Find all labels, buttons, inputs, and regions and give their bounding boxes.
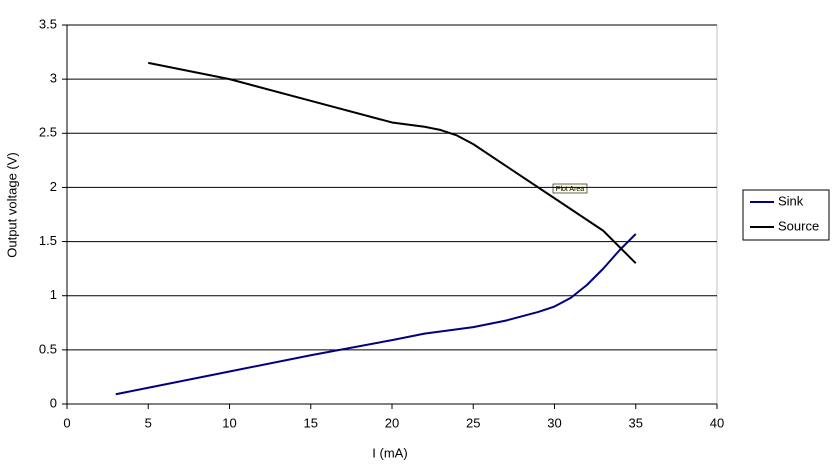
x-tick-label: 15 <box>304 415 318 430</box>
x-tick-label: 5 <box>145 415 152 430</box>
x-tick-label: 30 <box>547 415 561 430</box>
legend <box>742 189 830 241</box>
tooltip: Plot Area <box>552 183 588 194</box>
y-axis-label: Output voltage (V) <box>4 152 19 258</box>
x-tick-label: 40 <box>710 415 724 430</box>
y-tick-label: 2.5 <box>39 125 57 140</box>
y-tick-label: 0.5 <box>39 341 57 356</box>
x-tick-label: 35 <box>629 415 643 430</box>
y-tick-label: 3 <box>50 71 57 86</box>
series-line <box>148 61 637 264</box>
x-axis-label: I (mA) <box>372 445 407 460</box>
x-tick-label: 10 <box>222 415 236 430</box>
x-tick-label: 20 <box>385 415 399 430</box>
y-tick-label: 0 <box>50 395 57 410</box>
x-tick-label: 0 <box>63 415 70 430</box>
tooltip-text: Plot Area <box>556 186 585 193</box>
legend-label: Sink <box>778 193 804 208</box>
y-tick-label: 3.5 <box>39 16 57 31</box>
legend-label: Source <box>778 218 819 233</box>
series-line <box>115 233 637 396</box>
y-tick-label: 1 <box>50 287 57 302</box>
y-tick-label: 1.5 <box>39 233 57 248</box>
plot-area <box>66 24 718 405</box>
tooltip-box <box>552 183 588 194</box>
x-tick-label: 25 <box>466 415 480 430</box>
y-tick-label: 2 <box>50 179 57 194</box>
